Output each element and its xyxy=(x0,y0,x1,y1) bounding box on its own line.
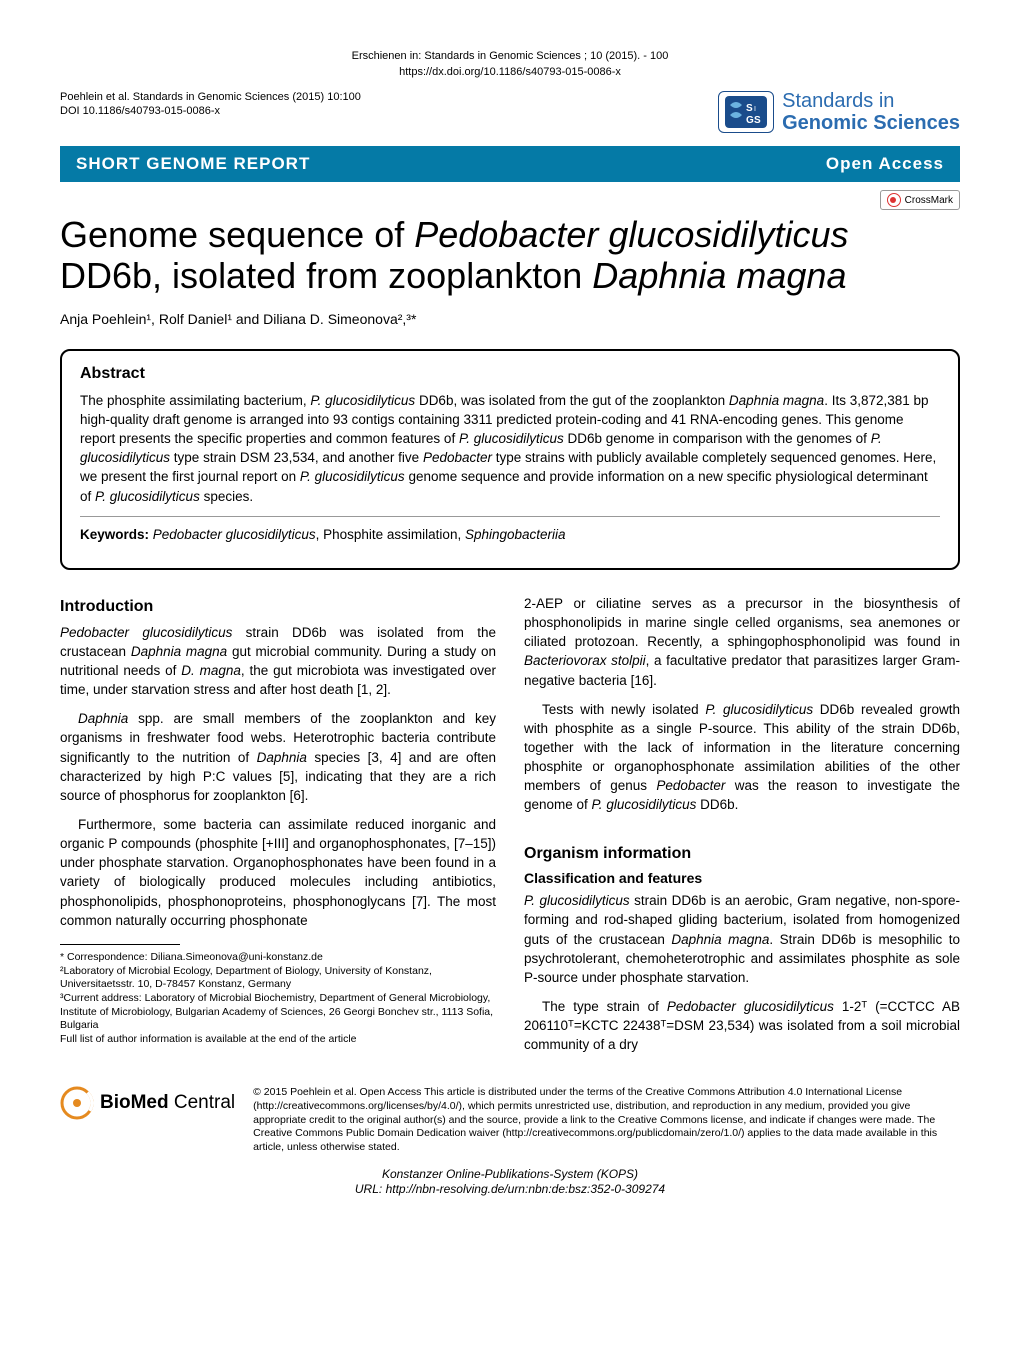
right-p3: P. glucosidilyticus strain DD6b is an ae… xyxy=(524,891,960,987)
article-type: SHORT GENOME REPORT xyxy=(76,154,310,174)
citation-line2: DOI 10.1186/s40793-015-0086-x xyxy=(60,104,361,118)
footnotes: * Correspondence: Diliana.Simeonova@uni-… xyxy=(60,951,496,1046)
organism-info-heading: Organism information xyxy=(524,843,960,866)
authors: Anja Poehlein¹, Rolf Daniel¹ and Diliana… xyxy=(60,311,960,327)
journal-logo-icon: S I G S xyxy=(718,91,774,133)
journal-logo: S I G S Standards in Genomic Sciences xyxy=(718,90,960,134)
right-p4: The type strain of Pedobacter glucosidil… xyxy=(524,997,960,1054)
svg-text:I: I xyxy=(754,106,756,113)
biomed-central-logo: BioMed Central xyxy=(60,1086,235,1120)
right-column: 2-AEP or ciliatine serves as a precursor… xyxy=(524,594,960,1065)
publication-source: Erschienen in: Standards in Genomic Scie… xyxy=(60,50,960,62)
citation-line1: Poehlein et al. Standards in Genomic Sci… xyxy=(60,90,361,104)
classification-heading: Classification and features xyxy=(524,869,960,889)
intro-p3: Furthermore, some bacteria can assimilat… xyxy=(60,815,496,930)
svg-text:S: S xyxy=(746,103,753,114)
abstract-divider xyxy=(80,516,940,517)
full-author-info: Full list of author information is avail… xyxy=(60,1033,496,1047)
intro-p1: Pedobacter glucosidilyticus strain DD6b … xyxy=(60,623,496,700)
svg-text:G: G xyxy=(746,115,754,126)
right-p1: 2-AEP or ciliatine serves as a precursor… xyxy=(524,594,960,690)
journal-logo-text: Standards in Genomic Sciences xyxy=(782,90,960,134)
left-column: Introduction Pedobacter glucosidilyticus… xyxy=(60,594,496,1065)
license-text: © 2015 Poehlein et al. Open Access This … xyxy=(253,1086,960,1154)
journal-name-line2: Genomic Sciences xyxy=(782,112,960,134)
right-p2: Tests with newly isolated P. glucosidily… xyxy=(524,700,960,815)
crossmark-badge[interactable]: CrossMark xyxy=(880,190,960,210)
open-access-icon xyxy=(60,1086,94,1120)
article-type-bar: SHORT GENOME REPORT Open Access xyxy=(60,146,960,182)
journal-name-line1: Standards in xyxy=(782,90,960,112)
abstract-heading: Abstract xyxy=(80,365,940,383)
keywords: Keywords: Pedobacter glucosidilyticus, P… xyxy=(80,525,940,544)
article-title: Genome sequence of Pedobacter glucosidil… xyxy=(60,214,960,297)
citation-block: Poehlein et al. Standards in Genomic Sci… xyxy=(60,90,361,119)
abstract-box: Abstract The phosphite assimilating bact… xyxy=(60,349,960,570)
publication-doi: https://dx.doi.org/10.1186/s40793-015-00… xyxy=(60,66,960,78)
introduction-heading: Introduction xyxy=(60,596,496,619)
crossmark-label: CrossMark xyxy=(905,195,953,206)
kops-block: Konstanzer Online-Publikations-System (K… xyxy=(60,1167,960,1198)
body-columns: Introduction Pedobacter glucosidilyticus… xyxy=(60,594,960,1065)
footer: BioMed Central © 2015 Poehlein et al. Op… xyxy=(60,1086,960,1154)
open-access-label: Open Access xyxy=(826,154,944,174)
svg-text:S: S xyxy=(754,115,761,126)
intro-p2: Daphnia spp. are small members of the zo… xyxy=(60,709,496,805)
kops-line1: Konstanzer Online-Publikations-System (K… xyxy=(60,1167,960,1183)
correspondence: * Correspondence: Diliana.Simeonova@uni-… xyxy=(60,951,496,965)
abstract-text: The phosphite assimilating bacterium, P.… xyxy=(80,391,940,506)
crossmark-icon xyxy=(887,193,901,207)
kops-line2: URL: http://nbn-resolving.de/urn:nbn:de:… xyxy=(60,1182,960,1198)
header-row: Poehlein et al. Standards in Genomic Sci… xyxy=(60,90,960,134)
affiliation-2: ²Laboratory of Microbial Ecology, Depart… xyxy=(60,965,496,992)
affiliation-3: ³Current address: Laboratory of Microbia… xyxy=(60,992,496,1033)
footnote-separator xyxy=(60,944,180,945)
